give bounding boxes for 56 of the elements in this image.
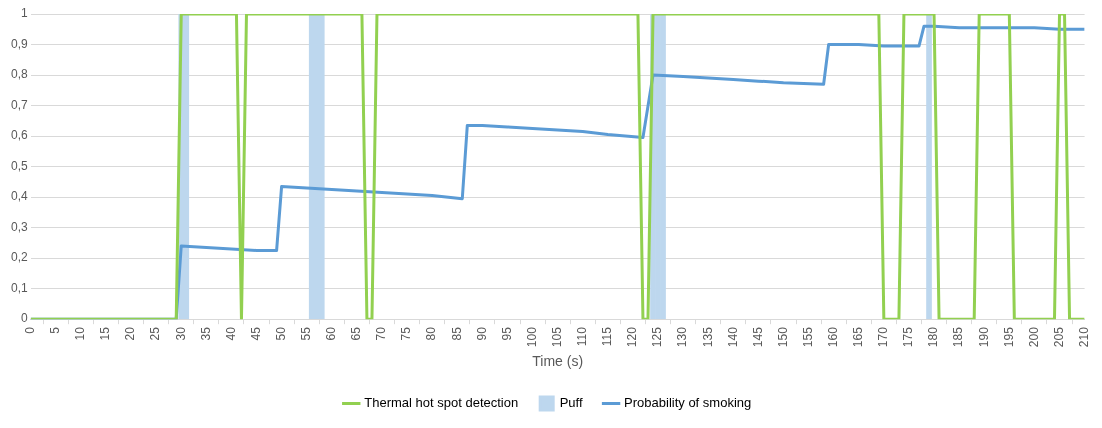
x-tick-label: 190 xyxy=(976,326,991,348)
x-tick-label: 15 xyxy=(98,326,113,341)
x-tick-label: 175 xyxy=(901,326,916,348)
x-tick-label: 65 xyxy=(349,326,364,341)
y-tick-label: 0,1 xyxy=(10,280,28,295)
x-tick-label: 185 xyxy=(951,326,966,348)
y-tick-label: 0,4 xyxy=(10,189,28,204)
x-tick-label: 210 xyxy=(1076,326,1091,348)
x-tick-label: 100 xyxy=(524,326,539,348)
x-tick-label: 105 xyxy=(549,326,564,348)
y-tick-label: 0,2 xyxy=(10,250,28,265)
y-tick-label: 0,9 xyxy=(10,36,28,51)
y-tick-label: 0,7 xyxy=(10,97,28,112)
x-tick-label: 60 xyxy=(324,326,339,341)
y-tick-label: 0,6 xyxy=(10,128,28,143)
x-tick-label: 40 xyxy=(223,326,238,341)
x-tick-label: 20 xyxy=(123,326,138,341)
y-tick-label: 0,8 xyxy=(10,67,28,82)
x-tick-label: 115 xyxy=(600,326,615,347)
legend-label: Probability of smoking xyxy=(624,395,752,411)
x-tick-label: 165 xyxy=(851,326,866,348)
y-tick-label: 0,5 xyxy=(10,158,28,173)
legend-label: Thermal hot spot detection xyxy=(364,395,519,411)
x-tick-label: 135 xyxy=(700,326,715,348)
x-tick-label: 80 xyxy=(424,326,439,341)
x-tick-label: 30 xyxy=(173,326,188,341)
x-tick-label: 10 xyxy=(73,326,88,341)
x-tick-label: 90 xyxy=(474,326,489,341)
legend-label: Puff xyxy=(559,395,583,411)
x-tick-label: 195 xyxy=(1001,326,1016,348)
x-tick-label: 180 xyxy=(926,326,941,348)
x-tick-label: 145 xyxy=(750,326,765,348)
x-tick-label: 85 xyxy=(449,326,464,341)
x-tick-label: 70 xyxy=(374,326,389,341)
x-tick-label: 120 xyxy=(625,326,640,348)
x-tick-label: 155 xyxy=(800,326,815,348)
x-tick-label: 55 xyxy=(299,326,314,341)
x-tick-label: 170 xyxy=(876,326,891,348)
x-tick-label: 5 xyxy=(48,326,63,334)
x-tick-label: 95 xyxy=(499,326,514,341)
x-tick-label: 150 xyxy=(775,326,790,348)
x-tick-label: 130 xyxy=(675,326,690,348)
x-tick-label: 45 xyxy=(248,326,263,341)
x-tick-label: 140 xyxy=(725,326,740,348)
x-tick-label: 75 xyxy=(399,326,414,341)
x-tick-label: 160 xyxy=(825,326,840,348)
x-tick-label: 50 xyxy=(273,326,288,341)
x-tick-label: 200 xyxy=(1026,326,1041,348)
x-tick-label: 35 xyxy=(198,326,213,341)
y-tick-label: 0,3 xyxy=(10,219,28,234)
x-tick-label: 25 xyxy=(148,326,163,341)
x-tick-label: 125 xyxy=(650,326,665,348)
x-axis-title: Time (s) xyxy=(532,353,584,370)
y-tick-label: 1 xyxy=(20,6,28,21)
x-tick-label: 110 xyxy=(575,326,590,347)
x-tick-label: 205 xyxy=(1051,326,1066,348)
